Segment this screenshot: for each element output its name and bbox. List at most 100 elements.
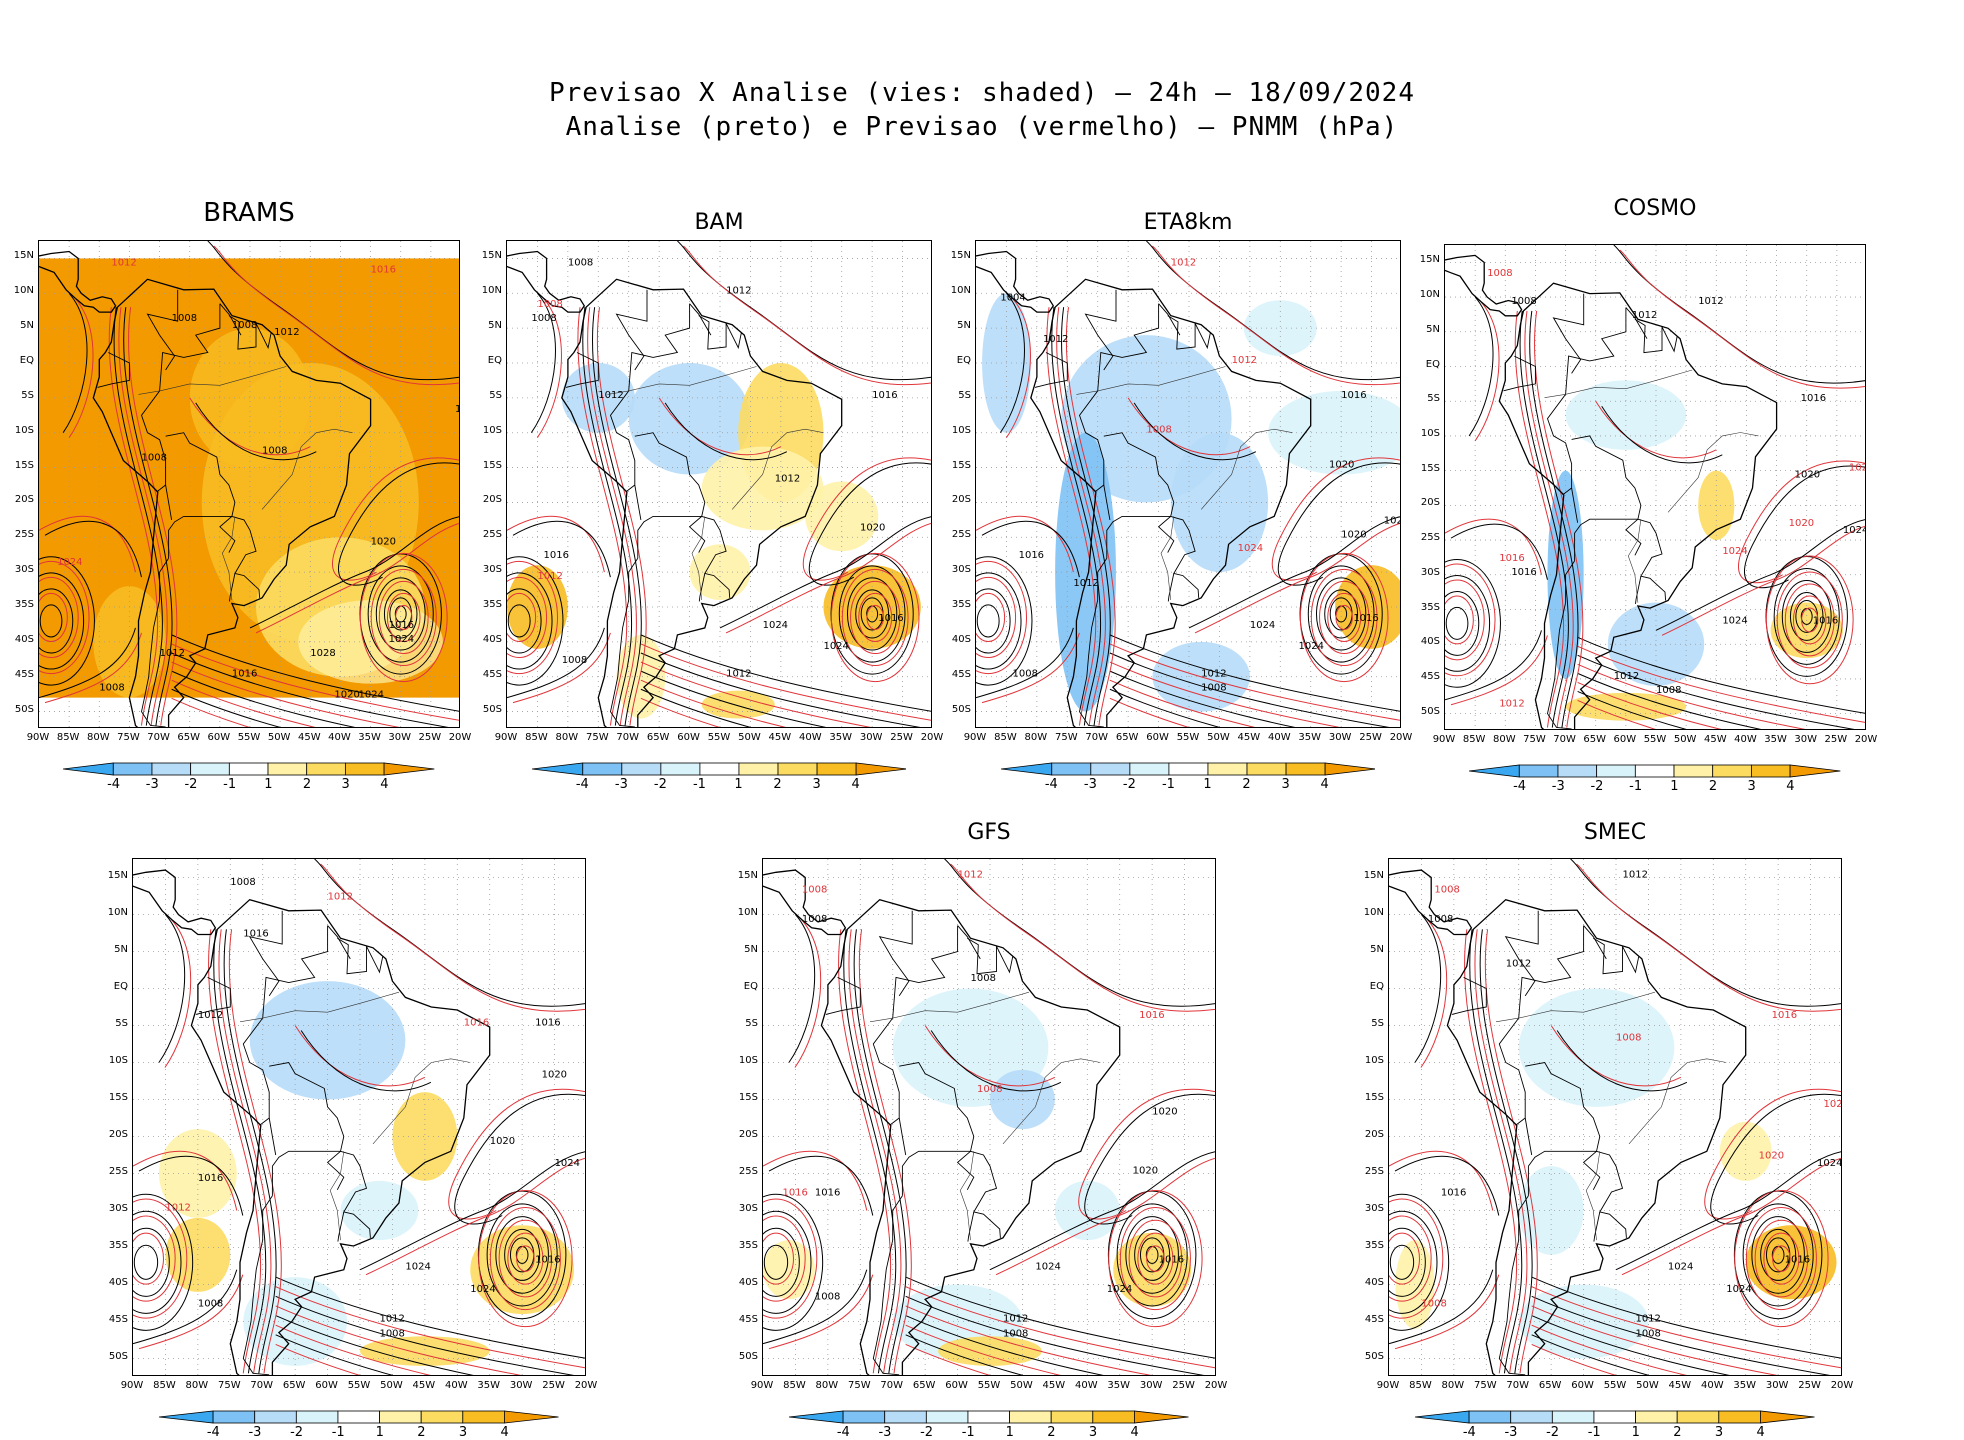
lat-tick-label: 15S bbox=[482, 459, 502, 471]
isobar-label: 1008 bbox=[262, 446, 287, 457]
isobar-contour bbox=[39, 576, 79, 659]
colorbar-swatch bbox=[1089, 762, 1130, 776]
contour-labels: 1008 1012 1008 1008 1012 1016 1012 1020 1016 1012… bbox=[531, 257, 903, 679]
river-line bbox=[1628, 1058, 1727, 1145]
rivers bbox=[239, 991, 471, 1241]
lon-tick-label: 40W bbox=[1074, 1380, 1098, 1391]
colorbar-swatch bbox=[306, 762, 347, 776]
lon-tick-label: 50W bbox=[1636, 1380, 1659, 1391]
map-canvas: 1008 1012 1008 1008 1012 1016 1012 1020 1016 1012… bbox=[507, 241, 931, 727]
isobar-contour bbox=[1519, 310, 1569, 728]
colorbar-label: 2 bbox=[1708, 779, 1718, 794]
colorbar-swatch bbox=[1009, 1410, 1052, 1424]
river-line bbox=[261, 428, 353, 510]
isobar-label: 1012 bbox=[1622, 870, 1647, 881]
colorbar-swatch bbox=[1596, 764, 1637, 778]
isobar-contour bbox=[1389, 1193, 1450, 1331]
isobars bbox=[763, 859, 1215, 1375]
isobar-contour bbox=[127, 307, 178, 726]
isobar-contour bbox=[999, 292, 1025, 433]
isobar-contour bbox=[507, 556, 564, 686]
isobar-contour bbox=[1450, 635, 1548, 706]
lon-tick-label: 65W bbox=[177, 732, 201, 743]
colorbar-label: -3 bbox=[614, 777, 628, 792]
colorbar-swatch bbox=[842, 1410, 886, 1424]
coastline bbox=[763, 869, 1121, 1375]
isobar-contour bbox=[1445, 630, 1542, 701]
central-america-outline bbox=[133, 869, 217, 936]
colorbar-label: 2 bbox=[1673, 1425, 1682, 1440]
lat-tick-label: 10N bbox=[13, 285, 34, 297]
south-america-outline bbox=[561, 278, 843, 727]
lat-tick-label: 25S bbox=[1420, 532, 1440, 544]
isobar-label: 1024 bbox=[389, 634, 414, 645]
isobar-contour bbox=[850, 580, 901, 655]
lat-tick-label: 5N bbox=[114, 943, 128, 955]
colorbar-label: 4 bbox=[1786, 779, 1795, 794]
isobar-label: 1012 bbox=[1506, 958, 1531, 969]
isobar-contour bbox=[1445, 574, 1491, 672]
map-canvas: 1012 1008 1008 1008 1016 1008 1020 1020 1016 1016… bbox=[763, 859, 1215, 1375]
isobar-label: 1024 bbox=[1722, 546, 1747, 557]
lon-tick-label: 50W bbox=[380, 1380, 403, 1391]
lon-tick-label: 20W bbox=[1389, 732, 1413, 743]
lon-tick-label: 80W bbox=[86, 732, 110, 743]
isobar-label: 1012 bbox=[165, 1203, 190, 1214]
lon-tick-label: 65W bbox=[646, 732, 670, 743]
isobar-contour bbox=[275, 1324, 431, 1375]
colorbar-swatch bbox=[1092, 1410, 1136, 1424]
bias-blob bbox=[1170, 432, 1269, 573]
isobar-label: 1016 bbox=[389, 620, 414, 631]
isobar-contour bbox=[1324, 589, 1359, 639]
isobar-contour bbox=[158, 914, 186, 1063]
isobar-contour bbox=[976, 560, 1027, 675]
bias-shading bbox=[763, 988, 1192, 1366]
isobar-label: 1024 bbox=[1668, 1262, 1693, 1273]
lat-tick-label: 10N bbox=[950, 285, 971, 297]
lon-tick-label: 25W bbox=[890, 732, 913, 743]
isobar-contour bbox=[294, 1025, 426, 1087]
isobar-label: 1012 bbox=[274, 327, 299, 338]
lon-tick-label: 40W bbox=[1734, 734, 1757, 745]
isobar-contour bbox=[367, 565, 434, 663]
isobar-label: 1020 bbox=[1759, 1151, 1784, 1162]
river-line bbox=[1495, 991, 1655, 1023]
colorbar-label: 4 bbox=[1130, 1425, 1139, 1440]
lat-tick-label: 40S bbox=[14, 633, 34, 645]
isobar-contour bbox=[1474, 929, 1528, 1374]
lat-tick-label: EQ bbox=[1369, 980, 1384, 992]
colorbar-label: -1 bbox=[1629, 779, 1643, 794]
border-line bbox=[165, 432, 236, 559]
isobar-contour bbox=[171, 679, 316, 727]
isobar-contour bbox=[596, 307, 647, 726]
isobar-label: 1016 bbox=[1159, 1254, 1184, 1265]
isobar-contour bbox=[1046, 307, 1097, 726]
border-line bbox=[688, 516, 706, 553]
isobar-label: 1024 bbox=[823, 641, 848, 652]
lon-tick-label: 85W bbox=[153, 1380, 176, 1391]
lat-tick-label: 15N bbox=[107, 869, 128, 881]
isobar-contour bbox=[536, 297, 562, 438]
colorbar-label: 3 bbox=[1088, 1425, 1098, 1440]
isobar-contour bbox=[1394, 1155, 1500, 1216]
isobar-contour bbox=[976, 592, 1006, 643]
isobar-contour bbox=[507, 604, 531, 638]
colorbar-label: 2 bbox=[417, 1425, 426, 1440]
isobar-label: 1024 bbox=[1384, 515, 1401, 526]
river-line bbox=[1200, 428, 1293, 510]
border-line bbox=[610, 557, 639, 727]
lat-tick-label: 15N bbox=[950, 250, 971, 262]
isobar-contour bbox=[1531, 1334, 1650, 1375]
bias-blob bbox=[1054, 1180, 1120, 1241]
isobar-contour bbox=[1310, 568, 1378, 667]
colorbar-swatch bbox=[816, 762, 857, 776]
colorbar-label: 4 bbox=[851, 777, 860, 792]
colorbar-label: -4 bbox=[206, 1425, 220, 1440]
isobar-contour bbox=[1773, 568, 1840, 665]
colorbar-label: 2 bbox=[302, 777, 312, 792]
isobar-contour bbox=[981, 632, 1080, 704]
lon-tick-label: 90W bbox=[963, 732, 987, 743]
colorbar-label: 1 bbox=[1203, 777, 1212, 792]
lon-tick-label: 40W bbox=[328, 732, 351, 743]
isobar-contour bbox=[1710, 1093, 1841, 1225]
